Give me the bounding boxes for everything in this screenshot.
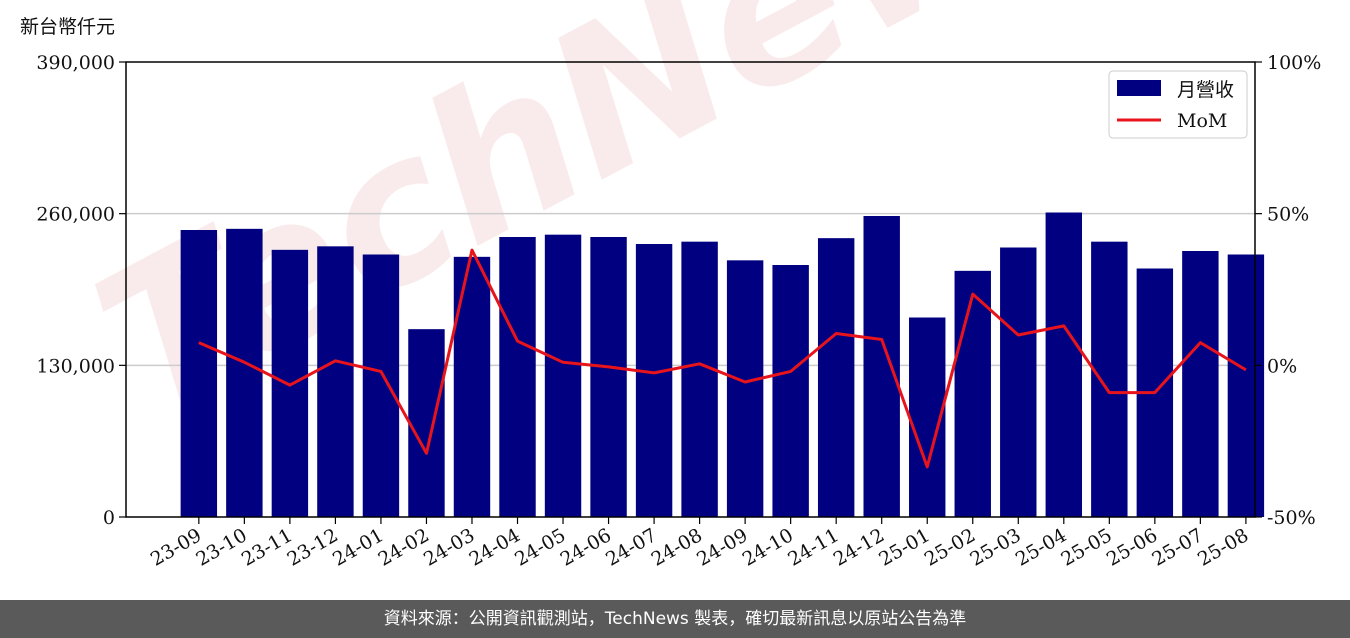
x-tick-label-24-05: 24-05 [511,524,569,570]
legend-label-bar: 月營收 [1177,79,1234,101]
legend-label-line: MoM [1177,110,1227,132]
bar-24-06 [590,237,627,517]
bar-25-04 [1045,212,1083,517]
bar-23-12 [317,246,354,518]
right-tick-label: 50% [1267,204,1309,226]
x-tick-label-24-11: 24-11 [784,524,842,570]
bar-25-03 [1000,247,1037,517]
right-tick-label: 100% [1267,52,1321,74]
bar-25-08 [1227,254,1265,517]
legend: 月營收 MoM [1108,70,1248,139]
x-tick-label-24-01: 24-01 [329,524,387,570]
bar-24-01 [362,254,400,517]
right-tick-label: 0% [1267,355,1297,377]
x-tick-label-24-02: 24-02 [375,524,433,570]
left-tick-label: 130,000 [36,355,115,377]
mom-line-series [198,248,1247,469]
x-tick-label-25-03: 25-03 [966,524,1024,570]
bar-25-07 [1182,251,1219,517]
x-tick-label-24-08: 24-08 [648,524,706,570]
x-tick-label-25-07: 25-07 [1148,524,1206,570]
bar-25-05 [1091,241,1128,517]
x-tick-label-24-10: 24-10 [739,524,797,570]
x-tick-label-25-02: 25-02 [921,524,979,570]
source-footer: 資料來源：公開資訊觀測站，TechNews 製表，確切最新訊息以原站公告為準 [0,600,1350,638]
bar-24-04 [499,237,536,517]
bar-24-11 [817,238,855,517]
bar-24-03 [453,256,491,517]
x-tick-label-23-09: 23-09 [147,524,205,570]
left-tick-label: 260,000 [36,204,115,226]
bar-24-07 [635,244,673,517]
bar-25-02 [954,270,991,517]
y-unit-label: 新台幣仟元 [20,16,116,38]
x-tick-label-24-12: 24-12 [830,524,888,570]
bar-series [180,212,1265,518]
x-tick-label-24-03: 24-03 [420,524,478,570]
bar-24-05 [544,234,582,517]
x-tick-label-23-12: 23-12 [283,524,341,570]
x-tick-label-24-06: 24-06 [557,524,615,570]
legend-swatch-bar [1117,80,1161,96]
bar-24-09 [726,260,764,517]
bar-24-10 [772,265,809,517]
x-tick-label-25-01: 25-01 [875,524,933,570]
revenue-chart: TechNews 0130,000260,000390,000-50%0%50%… [36,0,1321,571]
x-tick-label-24-07: 24-07 [602,524,660,570]
x-tick-label-25-06: 25-06 [1103,524,1161,570]
right-tick-label: -50% [1267,507,1316,529]
bar-23-10 [226,228,263,518]
plot-frame [125,61,1256,518]
left-tick-label: 390,000 [36,52,115,74]
x-tick-label-25-04: 25-04 [1012,524,1070,570]
x-tick-label-23-10: 23-10 [192,524,250,570]
x-tick-label-25-05: 25-05 [1057,524,1115,570]
mom-line [198,248,1247,469]
chart-area: 新台幣仟元 TechNews 0 130,000 260,000 390,000 -50… [20,0,1321,571]
bar-24-12 [863,216,900,517]
x-tick-label-23-11: 23-11 [238,524,296,570]
bar-23-09 [180,230,218,517]
bar-24-08 [681,241,718,517]
x-tick-label-25-08: 25-08 [1194,524,1252,570]
x-tick-label-24-04: 24-04 [466,524,524,570]
bar-24-02 [408,329,445,517]
left-tick-label: 0 [103,507,115,529]
x-tick-label-24-09: 24-09 [693,524,751,570]
